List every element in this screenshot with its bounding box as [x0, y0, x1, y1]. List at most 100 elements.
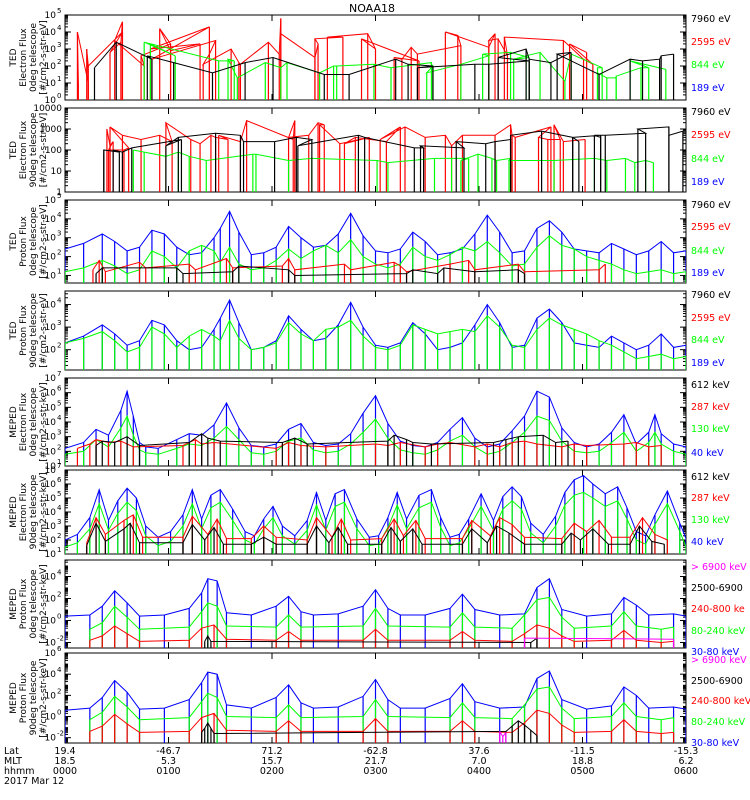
- y-tick-exponent: 5: [57, 399, 61, 407]
- y-axis-label-line: TED: [9, 141, 19, 160]
- series-line: [65, 389, 686, 449]
- y-axis-label-line: Electron Flux: [19, 120, 29, 179]
- axis-tick-mlt: 7.0: [471, 756, 486, 767]
- y-tick-exponent: 4: [57, 504, 62, 512]
- y-axis-label-line: Proton Flux: [19, 578, 29, 629]
- y-tick-exponent: 0: [57, 92, 61, 100]
- y-axis-label-line: 90deg telescope: [29, 474, 39, 549]
- series: [143, 41, 667, 100]
- series-line: [92, 257, 606, 273]
- y-tick-label: 10: [45, 79, 57, 89]
- series-line: [77, 439, 662, 449]
- y-tick-exponent: 1: [57, 267, 61, 275]
- y-tick-label: 10: [45, 271, 57, 281]
- series: [201, 720, 538, 743]
- y-axis-label-line: Proton Flux: [19, 305, 29, 356]
- legend-entry: 2500-6900: [691, 583, 743, 594]
- y-tick-label: 10: [51, 167, 63, 177]
- y-tick-label: 10: [45, 536, 57, 546]
- y-tick-label: 1: [56, 188, 62, 198]
- axis-tick-mlt: 6.2: [678, 756, 693, 767]
- legend-entry: 130 keV: [691, 515, 730, 526]
- series: [95, 265, 526, 283]
- series-line: [143, 41, 666, 83]
- y-axis-label: MEPED Proton Flux 0deg telescope [#/cm2-s-s…: [9, 564, 49, 643]
- series: [65, 315, 686, 370]
- series-line: [95, 433, 569, 447]
- legend-entry: 7960 eV: [691, 107, 731, 118]
- legend-entry: 2500-6900: [691, 676, 743, 687]
- series: [89, 686, 675, 743]
- y-tick-label: 10: [45, 691, 57, 701]
- series-line: [65, 670, 686, 711]
- legend-entry: 189 eV: [691, 268, 725, 279]
- y-axis-label-line: Electron Flux: [19, 392, 29, 451]
- y-tick-exponent: 3: [57, 319, 61, 327]
- y-tick-label: 100: [45, 146, 62, 156]
- y-axis-label-line: MEPED: [9, 496, 19, 528]
- y-tick-label: 10: [45, 617, 57, 627]
- series: [93, 41, 675, 100]
- y-axis-label: MEPED Electron Flux 90deg telescope [#/cm2-…: [9, 472, 49, 551]
- legend-entry: 80-240 keV: [691, 626, 746, 637]
- legend-entry: 612 keV: [691, 472, 730, 483]
- y-tick-exponent: 6: [57, 645, 62, 653]
- legend-entry: 189 eV: [691, 358, 725, 369]
- y-axis-label-line: MEPED: [9, 406, 19, 438]
- y-tick-exponent: 3: [57, 429, 61, 437]
- legend-entry: 189 eV: [691, 177, 725, 188]
- legend-entry: 189 eV: [691, 83, 725, 94]
- y-axis-label-line: [#/cm2-s-str-eV]: [39, 20, 49, 95]
- axis-row-label: MLT: [4, 756, 22, 767]
- axis-tick-lat: 71.2: [261, 746, 282, 757]
- axis-tick-mlt: 5.3: [161, 756, 176, 767]
- y-tick-exponent: 2: [57, 591, 61, 599]
- y-axis-label-line: TED: [9, 48, 19, 67]
- legend-entry: 40 keV: [691, 537, 724, 548]
- y-tick-exponent: 2: [57, 443, 61, 451]
- series-line: [65, 235, 686, 275]
- series-line: [86, 514, 668, 543]
- y-tick-label: 10: [45, 639, 57, 649]
- y-tick-label: 10: [45, 508, 57, 518]
- y-axis-label-line: 0deg telescope: [29, 569, 39, 639]
- y-tick-label: 10: [45, 522, 57, 532]
- y-axis-label: TED Electron Flux 0deg telescope [#/cm2-s-s…: [9, 20, 49, 95]
- axis-row-label: Lat: [4, 746, 19, 757]
- y-axis-label-line: Proton Flux: [19, 216, 29, 267]
- series: [86, 522, 665, 554]
- y-tick-exponent: 2: [57, 342, 61, 350]
- y-axis-label-line: Electron Flux: [19, 482, 29, 541]
- axis-tick-hhmm: 0400: [467, 766, 491, 777]
- axis-tick-hhmm: 0300: [363, 766, 387, 777]
- y-tick-exponent: 5: [57, 7, 61, 15]
- legend-entry: 844 eV: [691, 246, 725, 257]
- y-axis-label-line: 0deg telescope: [29, 387, 39, 457]
- axis-tick-lat: 37.6: [468, 746, 489, 757]
- y-tick-exponent: 4: [57, 414, 62, 422]
- y-axis-label-line: MEPED: [9, 588, 19, 620]
- axis-tick-hhmm: 0100: [156, 766, 180, 777]
- axis-tick-lat: -46.7: [156, 746, 181, 757]
- y-tick-label: 10: [45, 670, 57, 680]
- y-tick-label: 10: [45, 447, 57, 457]
- legend-entry: 7960 eV: [691, 14, 731, 25]
- y-tick-label: 10: [45, 346, 57, 356]
- figure-title: NOAA18: [349, 2, 395, 15]
- y-tick-label: 10: [45, 462, 57, 472]
- y-axis-label-line: [#/cm2-s-str-keV]: [39, 564, 49, 643]
- y-tick-label: 10: [45, 403, 57, 413]
- series-line: [204, 634, 538, 644]
- y-tick-label: 10: [45, 234, 57, 244]
- series-line: [65, 210, 686, 256]
- series-line: [65, 475, 686, 541]
- axis-row-label: hhmm: [4, 766, 35, 777]
- y-tick-exponent: 3: [57, 518, 61, 526]
- axis-tick-mlt: 15.7: [261, 756, 282, 767]
